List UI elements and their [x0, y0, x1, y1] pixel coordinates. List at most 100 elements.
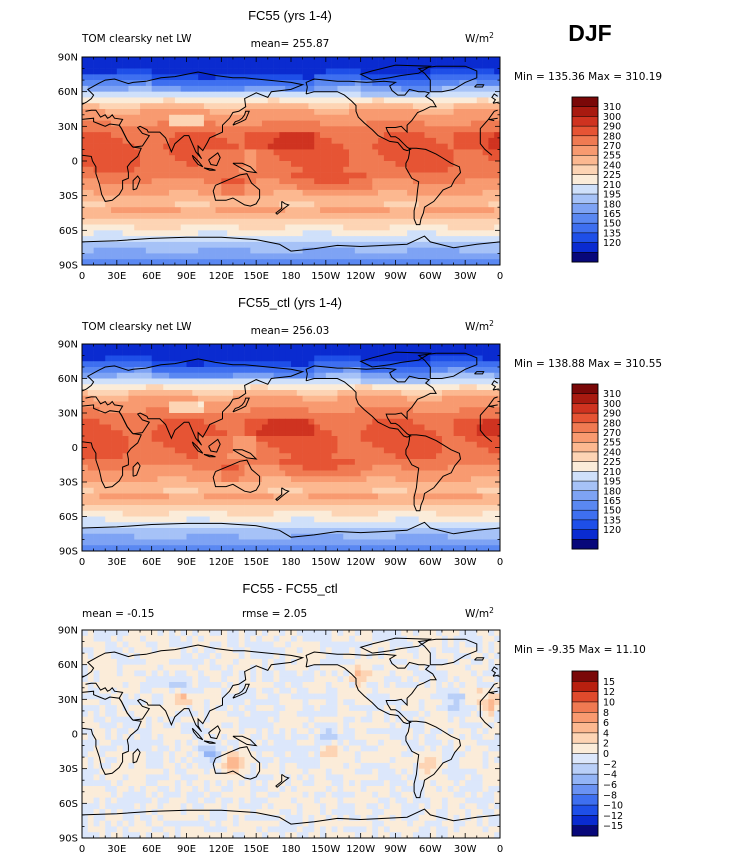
- field-cell: [337, 418, 344, 425]
- field-cell: [215, 201, 222, 208]
- field-cell: [430, 143, 437, 150]
- field-cell: [215, 161, 222, 168]
- field-cell: [331, 401, 338, 408]
- field-cell: [291, 447, 298, 454]
- field-cell: [296, 441, 303, 448]
- field-cell: [273, 476, 280, 483]
- field-cell: [128, 441, 135, 448]
- field-cell: [180, 85, 187, 92]
- field-cell: [174, 470, 181, 477]
- field-cell: [291, 126, 298, 133]
- map-field: [82, 57, 501, 266]
- field-cell: [87, 395, 94, 402]
- field-cell: [267, 487, 274, 494]
- field-cell: [470, 172, 478, 179]
- field-cell: [360, 172, 367, 179]
- field-cell: [157, 184, 164, 191]
- field-cell: [459, 482, 466, 489]
- field-cell: [488, 259, 495, 266]
- field-cell: [111, 476, 118, 483]
- lat-tick-label: 60S: [59, 226, 78, 237]
- field-cell: [134, 241, 141, 248]
- field-cell: [470, 85, 478, 92]
- field-cell: [111, 178, 118, 185]
- field-cell: [407, 401, 414, 408]
- field-cell: [134, 459, 141, 466]
- field-cell: [383, 247, 390, 254]
- field-cell: [337, 390, 344, 397]
- field-cell: [378, 470, 385, 477]
- field-cell: [116, 137, 123, 144]
- field-cell: [441, 218, 449, 225]
- field-cell: [221, 155, 228, 162]
- field-cell: [360, 499, 367, 506]
- field-cell: [302, 126, 309, 133]
- field-cell: [494, 80, 501, 87]
- field-cell: [122, 372, 129, 379]
- field-cell: [430, 505, 437, 512]
- field-cell: [354, 68, 361, 75]
- field-cell: [360, 355, 367, 362]
- field-cell: [401, 166, 408, 173]
- field-cell: [488, 74, 495, 81]
- field-cell: [203, 459, 211, 466]
- field-cell: [99, 510, 106, 517]
- field-cell: [360, 91, 367, 98]
- field-cell: [128, 447, 135, 454]
- field-cell: [267, 195, 274, 202]
- field-cell: [476, 57, 483, 64]
- field-cell: [198, 430, 205, 437]
- field-cell: [320, 143, 327, 150]
- field-cell: [163, 114, 170, 121]
- field-cell: [366, 349, 373, 356]
- field-cell: [192, 407, 199, 414]
- field-cell: [151, 189, 158, 196]
- field-cell: [389, 109, 396, 116]
- field-cell: [180, 247, 187, 254]
- field-cell: [122, 218, 129, 225]
- field-cell: [163, 155, 170, 162]
- field-cell: [128, 155, 135, 162]
- field-cell: [105, 407, 112, 414]
- field-cell: [337, 510, 344, 517]
- field-cell: [232, 184, 240, 191]
- field-cell: [99, 418, 106, 425]
- field-cell: [459, 407, 466, 414]
- field-cell: [244, 195, 251, 202]
- field-cell: [354, 161, 361, 168]
- field-cell: [151, 464, 158, 471]
- field-cell: [87, 367, 94, 374]
- field-cell: [343, 195, 350, 202]
- field-cell: [494, 85, 501, 92]
- field-cell: [186, 505, 193, 512]
- field-cell: [488, 390, 495, 397]
- field-cell: [122, 441, 129, 448]
- field-cell: [372, 74, 379, 81]
- field-cell: [424, 201, 431, 208]
- field-cell: [105, 74, 112, 81]
- field-cell: [174, 68, 181, 75]
- field-cell: [169, 430, 176, 437]
- colorbar-swatch: [571, 174, 599, 185]
- field-cell: [82, 184, 89, 191]
- field-cell: [227, 57, 234, 64]
- field-cell: [232, 436, 240, 443]
- field-cell: [221, 253, 228, 260]
- field-cell: [320, 401, 327, 408]
- field-cell: [412, 424, 420, 431]
- field-cell: [476, 384, 483, 391]
- field-cell: [470, 505, 478, 512]
- field-cell: [140, 499, 147, 506]
- field-cell: [453, 126, 460, 133]
- field-cell: [128, 487, 135, 494]
- field-cell: [87, 424, 94, 431]
- field-cell: [308, 230, 315, 237]
- field-cell: [395, 441, 402, 448]
- field-cell: [436, 505, 443, 512]
- field-cell: [105, 510, 112, 517]
- field-cell: [395, 218, 402, 225]
- field-cell: [169, 143, 176, 150]
- field-cell: [453, 499, 460, 506]
- field-cell: [192, 201, 199, 208]
- field-cell: [343, 143, 350, 150]
